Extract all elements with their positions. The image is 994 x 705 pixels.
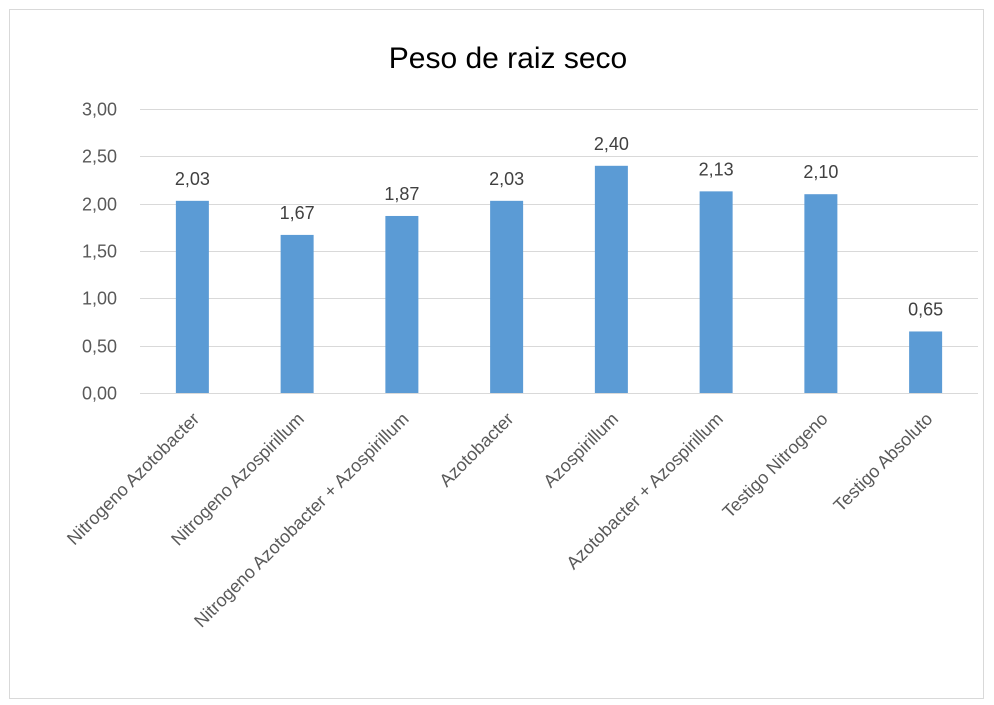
bar — [385, 215, 419, 393]
data-labels: 2,03 1,67 1,87 2,03 2,40 2,13 2,10 0,65 — [175, 134, 943, 320]
category-label: Azotobacter — [435, 409, 517, 491]
y-axis-ticks: 0,00 0,50 1,00 1,50 2,00 2,50 3,00 — [82, 100, 117, 404]
bars — [175, 165, 943, 393]
bar — [699, 191, 733, 393]
data-label: 1,87 — [384, 184, 419, 204]
data-label: 1,67 — [280, 203, 315, 223]
y-tick-label: 0,50 — [82, 337, 117, 357]
data-label: 2,10 — [803, 162, 838, 182]
gridlines — [140, 109, 978, 394]
data-label: 2,13 — [699, 159, 734, 179]
data-label: 2,40 — [594, 134, 629, 154]
y-tick-label: 2,00 — [82, 195, 117, 215]
category-label: Azospirillum — [539, 409, 622, 492]
bar — [804, 194, 838, 393]
bar — [175, 200, 209, 393]
bar — [490, 200, 524, 393]
y-tick-label: 3,00 — [82, 100, 117, 120]
bar — [594, 165, 628, 393]
category-label: Nitrogeno Azotobacter + Azospirillum — [190, 409, 412, 631]
bar — [909, 331, 943, 393]
chart-title: Peso de raiz seco — [389, 42, 627, 75]
category-label: Testigo Absoluto — [830, 409, 937, 516]
data-label: 2,03 — [489, 169, 524, 189]
data-label: 2,03 — [175, 169, 210, 189]
y-tick-label: 1,00 — [82, 289, 117, 309]
y-tick-label: 2,50 — [82, 147, 117, 167]
y-tick-label: 1,50 — [82, 242, 117, 262]
data-label: 0,65 — [908, 299, 943, 319]
category-label: Testigo Nitrogeno — [719, 409, 832, 522]
y-tick-label: 0,00 — [82, 384, 117, 404]
bar — [280, 234, 314, 393]
